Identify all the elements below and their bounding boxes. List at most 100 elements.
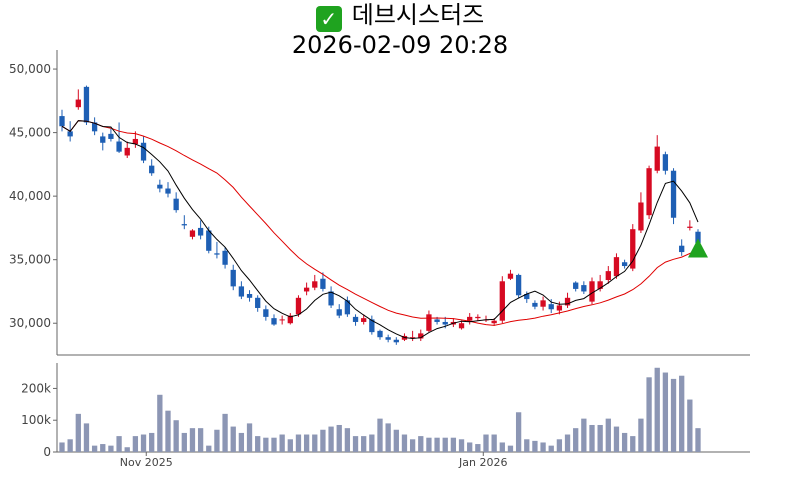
volume-bar (483, 434, 489, 452)
candle-body (132, 138, 139, 145)
candle (91, 117, 98, 136)
volume-tick-label: 0 (43, 445, 51, 459)
volume-bar (173, 420, 179, 452)
candle-body (426, 314, 432, 331)
volume-bar (499, 442, 505, 452)
volume-bar (222, 413, 228, 452)
candle-body (279, 319, 285, 321)
candle (246, 290, 253, 302)
volume-bar (695, 428, 701, 452)
volume-bar (532, 440, 538, 452)
volume-bar (377, 418, 383, 452)
candle-body (352, 316, 359, 322)
candle (279, 315, 285, 325)
volume-bar (238, 432, 245, 452)
chart-title: ✓ 데브시스터즈 2026-02-09 20:28 (0, 0, 800, 62)
candle-body (246, 294, 253, 298)
volume-bar (149, 432, 155, 452)
candle (458, 320, 465, 330)
candle-body (157, 184, 163, 189)
candle-body (344, 300, 351, 315)
candle (328, 286, 334, 308)
volume-bar (458, 439, 465, 452)
candle (654, 135, 660, 174)
volume-panel: 0 100k 200k (21, 363, 750, 459)
candle-body (679, 245, 685, 253)
candle-body (442, 321, 448, 325)
candle-body (581, 285, 587, 292)
volume-bar (214, 429, 220, 452)
volume-bar (108, 445, 114, 452)
candle (214, 241, 220, 259)
candle (524, 291, 530, 303)
candle-body (303, 287, 310, 292)
candle-body (621, 262, 628, 267)
candle (59, 109, 65, 132)
volume-bar (344, 428, 351, 452)
volume-bar (206, 445, 212, 452)
volume-bar (336, 424, 342, 452)
candle-body (271, 318, 277, 325)
candle (426, 310, 432, 333)
price-tick-label: 40,000 (9, 189, 51, 203)
candle-body (418, 333, 424, 339)
candle-body (230, 269, 236, 287)
volume-bar (279, 434, 285, 452)
volume-bar (670, 378, 677, 452)
candle (662, 151, 669, 175)
volume-bar (418, 436, 424, 452)
candle-body (255, 297, 261, 308)
candle-body (361, 318, 367, 322)
volume-bar (295, 434, 302, 452)
volume-bar (662, 372, 669, 452)
candle-body (206, 230, 212, 251)
volume-bar (361, 436, 367, 452)
volume-bar (687, 399, 693, 452)
candle (532, 300, 538, 310)
candle-body (287, 315, 293, 324)
candle (483, 315, 489, 322)
volume-bar (515, 412, 522, 452)
candle-body (263, 309, 269, 317)
candle (467, 313, 473, 325)
candle-body (369, 319, 375, 333)
candle (255, 295, 261, 312)
volume-bar (255, 436, 261, 452)
candle-body (393, 339, 399, 343)
candle (181, 215, 187, 230)
volume-bar (426, 437, 432, 452)
ma5-line (61, 120, 699, 340)
candle-body (548, 304, 554, 310)
volume-bar (312, 434, 318, 452)
candle (344, 296, 351, 317)
volume-bar (385, 423, 391, 452)
volume-bar (230, 426, 236, 452)
candle-body (573, 282, 579, 289)
candle-body (670, 170, 677, 218)
volume-bar (679, 375, 685, 452)
volume-bar (475, 444, 481, 452)
volume-bar (197, 428, 204, 452)
candle-body (75, 99, 81, 108)
candle-body (59, 116, 65, 127)
volume-bar (491, 434, 497, 452)
candle-body (189, 230, 196, 237)
volume-bar (638, 418, 644, 452)
volume-bar (91, 445, 98, 452)
candle-body (638, 202, 644, 231)
candle-body (695, 231, 701, 244)
chart-timestamp: 2026-02-09 20:28 (291, 31, 509, 59)
candle-body (630, 229, 636, 269)
candle-body (475, 316, 481, 319)
volume-bar (116, 436, 122, 452)
candle-body (173, 198, 179, 211)
candle-body (116, 141, 122, 152)
candle-body (467, 316, 473, 321)
candle (646, 165, 652, 220)
check-mark-icon: ✓ (315, 6, 342, 32)
candle (548, 299, 554, 314)
volume-bar (507, 445, 514, 452)
volume-bar (157, 394, 163, 452)
candle-body (507, 273, 514, 279)
